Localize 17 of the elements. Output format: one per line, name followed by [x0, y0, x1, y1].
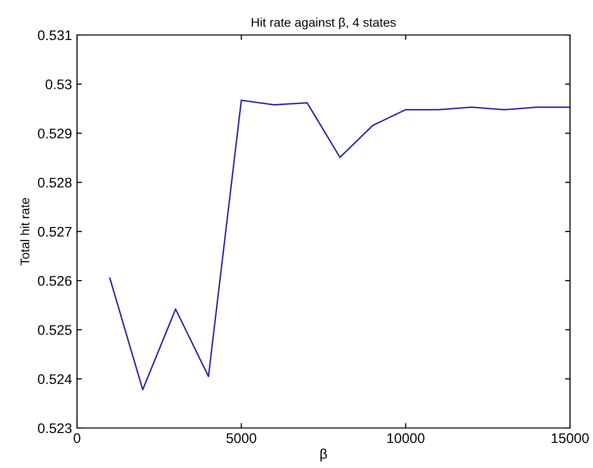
x-tick-label: 0 [74, 433, 80, 444]
line-series [109, 100, 570, 390]
y-tick-label: 0.526 [38, 276, 72, 286]
y-tick-label: 0.528 [38, 178, 72, 188]
y-tick-label: 0.525 [38, 325, 72, 335]
y-tick-label: 0.531 [38, 30, 72, 40]
x-tick-label: 10000 [387, 433, 424, 444]
chart-title: Hit rate against β, 4 states [252, 18, 396, 30]
y-axis-title: Total hit rate [20, 198, 30, 266]
y-tick-label: 0.53 [46, 79, 72, 90]
y-tick-label: 0.529 [38, 128, 72, 138]
x-tick-label: 5000 [226, 433, 256, 444]
y-tick-label: 0.524 [38, 374, 72, 384]
x-axis-title: β [320, 448, 327, 462]
y-tick-label: 0.527 [38, 226, 72, 237]
x-tick-label: 15000 [552, 433, 589, 444]
y-tick-label: 0.523 [38, 423, 72, 434]
